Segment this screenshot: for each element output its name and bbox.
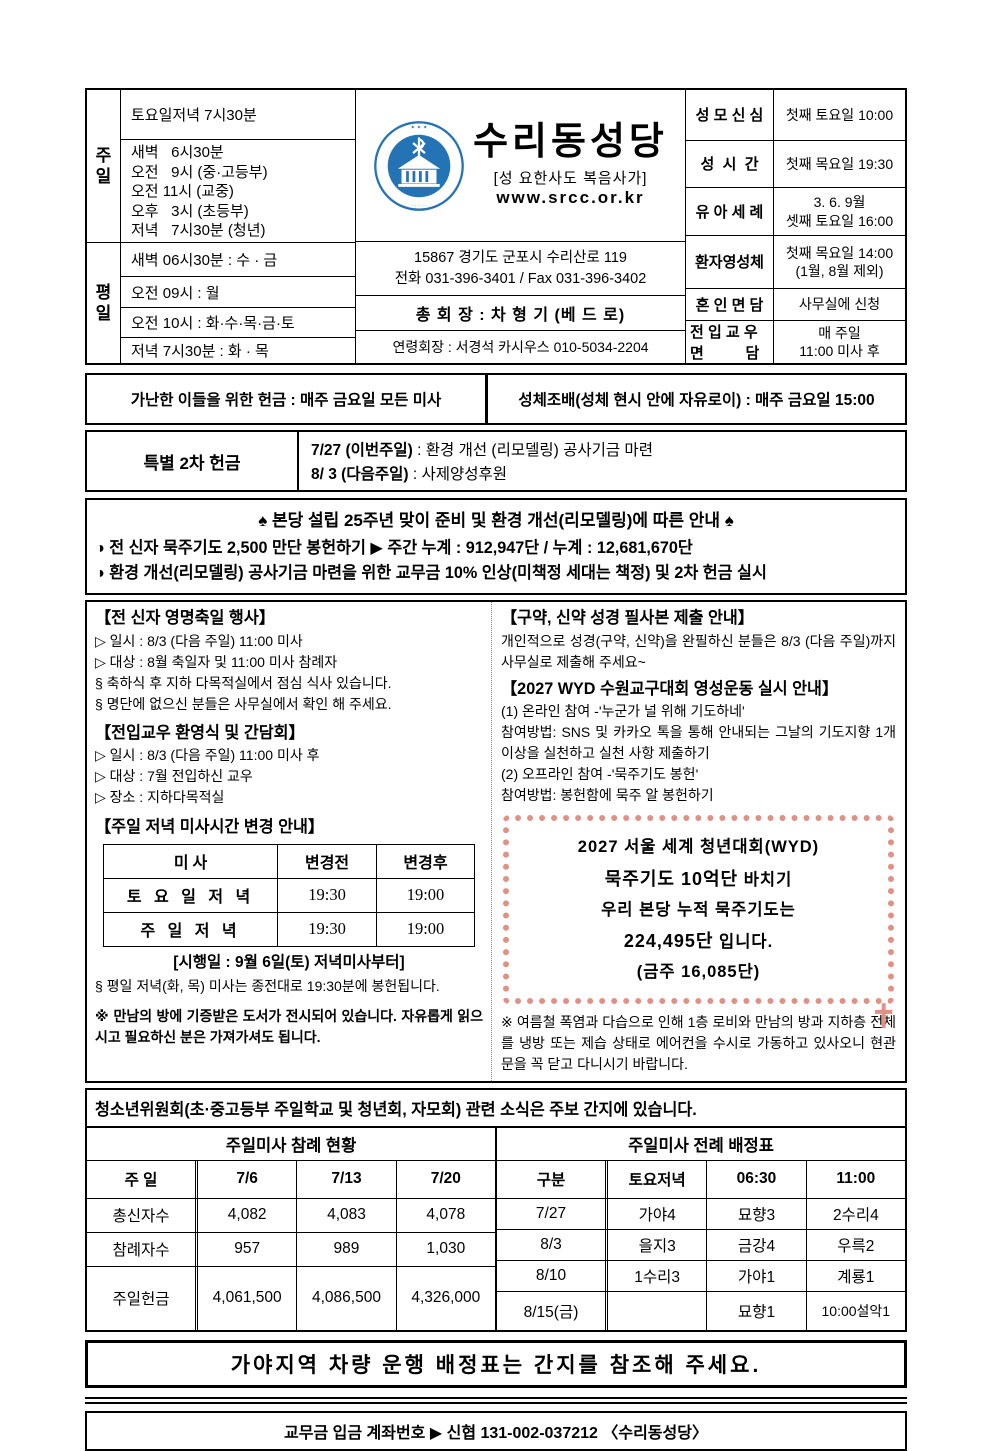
- table-row: 8/10 1수리3 가야1 계룡1: [497, 1259, 905, 1291]
- weekday-mass-time: 저녁 7시30분 : 화 · 목: [121, 337, 355, 363]
- adoration-note: 성체조배(성체 현시 안에 자유로이) : 매주 금요일 15:00: [485, 375, 905, 423]
- attendance-table-title: 주일미사 참례 현황: [87, 1128, 495, 1161]
- chairman-line: 총 회 장 : 차 형 기 (베 드 로): [356, 296, 685, 331]
- table-row: 주일헌금 4,061,500 4,086,500 4,326,000: [87, 1265, 495, 1330]
- newcomer-welcome-title: 【전입교우 환영식 및 간담회】: [95, 723, 305, 742]
- weekday-mass-time: 새벽 06시30분 : 수 · 금: [131, 252, 278, 269]
- special-offering-schedule: 7/27 (이번주일) : 환경 개선 (리모델링) 공사기금 마련 8/ 3 …: [297, 432, 905, 490]
- attendance-table: 주일미사 참례 현황 주 일 7/6 7/13 7/20 총신자수 4,082 …: [87, 1128, 495, 1330]
- rosary-count-box: 2027 서울 세계 청년대회(WYD) 묵주기도 10억단 바치기 우리 본당…: [503, 815, 898, 1034]
- liturgy-table-title: 주일미사 전례 배정표: [497, 1128, 905, 1161]
- info-row-marriage: 혼 인 면 담 사무실에 신청: [686, 287, 905, 320]
- info-row-holy-hour: 성 시 간 첫째 목요일 19:30: [686, 139, 905, 188]
- notices-section: 【전 신자 영명축일 행사】 ▷ 일시 : 8/3 (다음 주일) 11:00 …: [85, 600, 907, 1083]
- attendance-header-row: 주 일 7/6 7/13 7/20: [87, 1160, 495, 1198]
- table-row: 8/3 을지3 금강4 우륵2: [497, 1228, 905, 1260]
- weekday-mass-time: 오전 09시 : 월: [121, 276, 355, 307]
- mass-time-change-table: 미 사 변경전 변경후 토 요 일 저 녁 19:30 19:00 주 일 저 …: [102, 843, 476, 947]
- church-address: 15867 경기도 군포시 수리산로 119 전화 031-396-3401 /…: [356, 242, 685, 296]
- svg-text:· · · · ·: · · · · ·: [411, 203, 426, 209]
- purgatory-president-line: 연령회장 : 서경석 카시우스 010-5034-2204: [392, 339, 649, 355]
- anniversary-notice-box: ♠ 본당 설립 25주년 맞이 준비 및 환경 개선(리모델링)에 따른 안내 …: [85, 498, 907, 596]
- saturday-mass-time: 토요일저녁 7시30분: [121, 90, 355, 140]
- weekday-mass-time: 오전 10시 : 화·수·목·금·토: [121, 307, 355, 337]
- table-row: 8/15(금) 묘향1 10:00설악1: [497, 1290, 905, 1330]
- info-row-marian: 성 모 신 심 첫째 토요일 10:00: [686, 90, 905, 140]
- sunday-mass-times: 새벽 6시30분 오전 9시 (중·고등부) 오전 11시 (교중) 오후 3시…: [131, 144, 268, 239]
- special-offering-row: 7/27 (이번주일) : 환경 개선 (리모델링) 공사기금 마련: [311, 442, 653, 459]
- liturgy-header-row: 구분 토요저녁 06:30 11:00: [497, 1160, 905, 1198]
- table-row: 총신자수 4,082 4,083 4,078: [87, 1197, 495, 1232]
- remodeling-fund-line: ◑ 환경 개선(리모델링) 공사기금 마련을 위한 교무금 10% 인상(미책정…: [95, 564, 767, 583]
- account-number-box: 교무금 입금 계좌번호 ▶ 신협 131-002-037212 〈수리동성당〉: [85, 1410, 907, 1451]
- aircon-note: ※ 여름철 폭염과 다습으로 인해 1층 로비와 만남의 방과 지하층 전체를 …: [501, 1013, 896, 1072]
- special-offering-box: 특별 2차 헌금 7/27 (이번주일) : 환경 개선 (리모델링) 공사기금…: [85, 430, 907, 492]
- table-row: 주 일 저 녁 19:30 19:00: [102, 911, 476, 947]
- notices-left-column: 【전 신자 영명축일 행사】 ▷ 일시 : 8/3 (다음 주일) 11:00 …: [87, 602, 491, 1080]
- rosary-pledge-line: ◑ 전 신자 묵주기도 2,500 만단 봉헌하기 ▶ 주간 누계 : 912,…: [95, 539, 693, 557]
- info-row-newcomer: 전 입 교 우 면 담 매 주일 11:00 미사 후: [686, 320, 905, 363]
- sacrament-info: 성 모 신 심 첫째 토요일 10:00 성 시 간 첫째 목요일 19:30 …: [685, 90, 905, 363]
- shuttle-notice-box: 가야지역 차량 운행 배정표는 간지를 참조해 주세요.: [85, 1339, 907, 1388]
- info-row-infant-baptism: 유 아 세 례 3. 6. 9월 셋째 토요일 16:00: [686, 187, 905, 236]
- church-name: 수리동성당: [473, 120, 668, 163]
- feast-day-title: 【전 신자 영명축일 행사】: [95, 609, 275, 628]
- church-phone: 전화 031-396-3401 / Fax 031-396-3402: [394, 270, 647, 287]
- info-row-sick-communion: 환자영성체 첫째 목요일 14:00 (1월, 8월 제외): [686, 235, 905, 288]
- church-subtitle: [성 요한사도 복음사가]: [493, 170, 648, 188]
- church-logo-icon: ✦ ✦ ✦ · · · · ·: [374, 120, 464, 211]
- church-masthead: ✦ ✦ ✦ · · · · · 수리동성당 [성 요한사도 복음사가] www.…: [356, 90, 685, 242]
- liturgy-assignment-table: 주일미사 전례 배정표 구분 토요저녁 06:30 11:00 7/27 가야4…: [495, 1127, 905, 1330]
- special-offering-title: 특별 2차 헌금: [143, 453, 241, 473]
- table-row: 토 요 일 저 녁 19:30 19:00: [102, 877, 476, 913]
- poor-offering-note: 가난한 이들을 위한 헌금 : 매주 금요일 모든 미사: [130, 392, 442, 409]
- mass-time-change-title: 【주일 저녁 미사시간 변경 안내】: [95, 818, 325, 837]
- special-offering-row: 8/ 3 (다음주일) : 사제양성후원: [311, 466, 508, 483]
- wyd-spirituality-title: 【2027 WYD 수원교구대회 영성운동 실시 안내】: [501, 679, 839, 698]
- weekday-evening-note: § 평일 저녁(화, 목) 미사는 종전대로 19:30분에 봉헌됩니다.: [95, 977, 440, 994]
- book-donation-note: ※ 만남의 방에 기증받은 도서가 전시되어 있습니다. 자유롭게 읽으시고 필…: [95, 1007, 483, 1045]
- church-identity: ✦ ✦ ✦ · · · · · 수리동성당 [성 요한사도 복음사가] www.…: [355, 90, 685, 363]
- table-row: 7/27 가야4 묘향3 2수리4: [497, 1197, 905, 1229]
- notices-right-column: 【구약, 신약 성경 필사본 제출 안내】 개인적으로 성경(구약, 신약)을 …: [491, 602, 905, 1081]
- weekly-offering-box: 가난한 이들을 위한 헌금 : 매주 금요일 모든 미사 성체조배(성체 현시 …: [85, 373, 907, 425]
- church-website: www.srcc.or.kr: [496, 188, 645, 208]
- anniversary-title: ♠ 본당 설립 25주년 맞이 준비 및 환경 개선(리모델링)에 따른 안내 …: [258, 511, 734, 530]
- youth-committee-notice: 청소년위원회(초·중고등부 주일학교 및 청년회, 자모회) 관련 소식은 주보…: [87, 1090, 905, 1128]
- effective-date-note: [시행일 : 9월 6일(토) 저녁미사부터]: [173, 953, 405, 971]
- table-row: 참례자수 957 989 1,030: [87, 1231, 495, 1266]
- youth-and-tables-box: 청소년위원회(초·중고등부 주일학교 및 청년회, 자모회) 관련 소식은 주보…: [85, 1087, 907, 1332]
- bible-transcription-title: 【구약, 신약 성경 필사본 제출 안내】: [501, 609, 754, 628]
- crucifix-icon: ✝: [869, 997, 899, 1036]
- svg-text:✦ ✦ ✦: ✦ ✦ ✦: [411, 124, 428, 131]
